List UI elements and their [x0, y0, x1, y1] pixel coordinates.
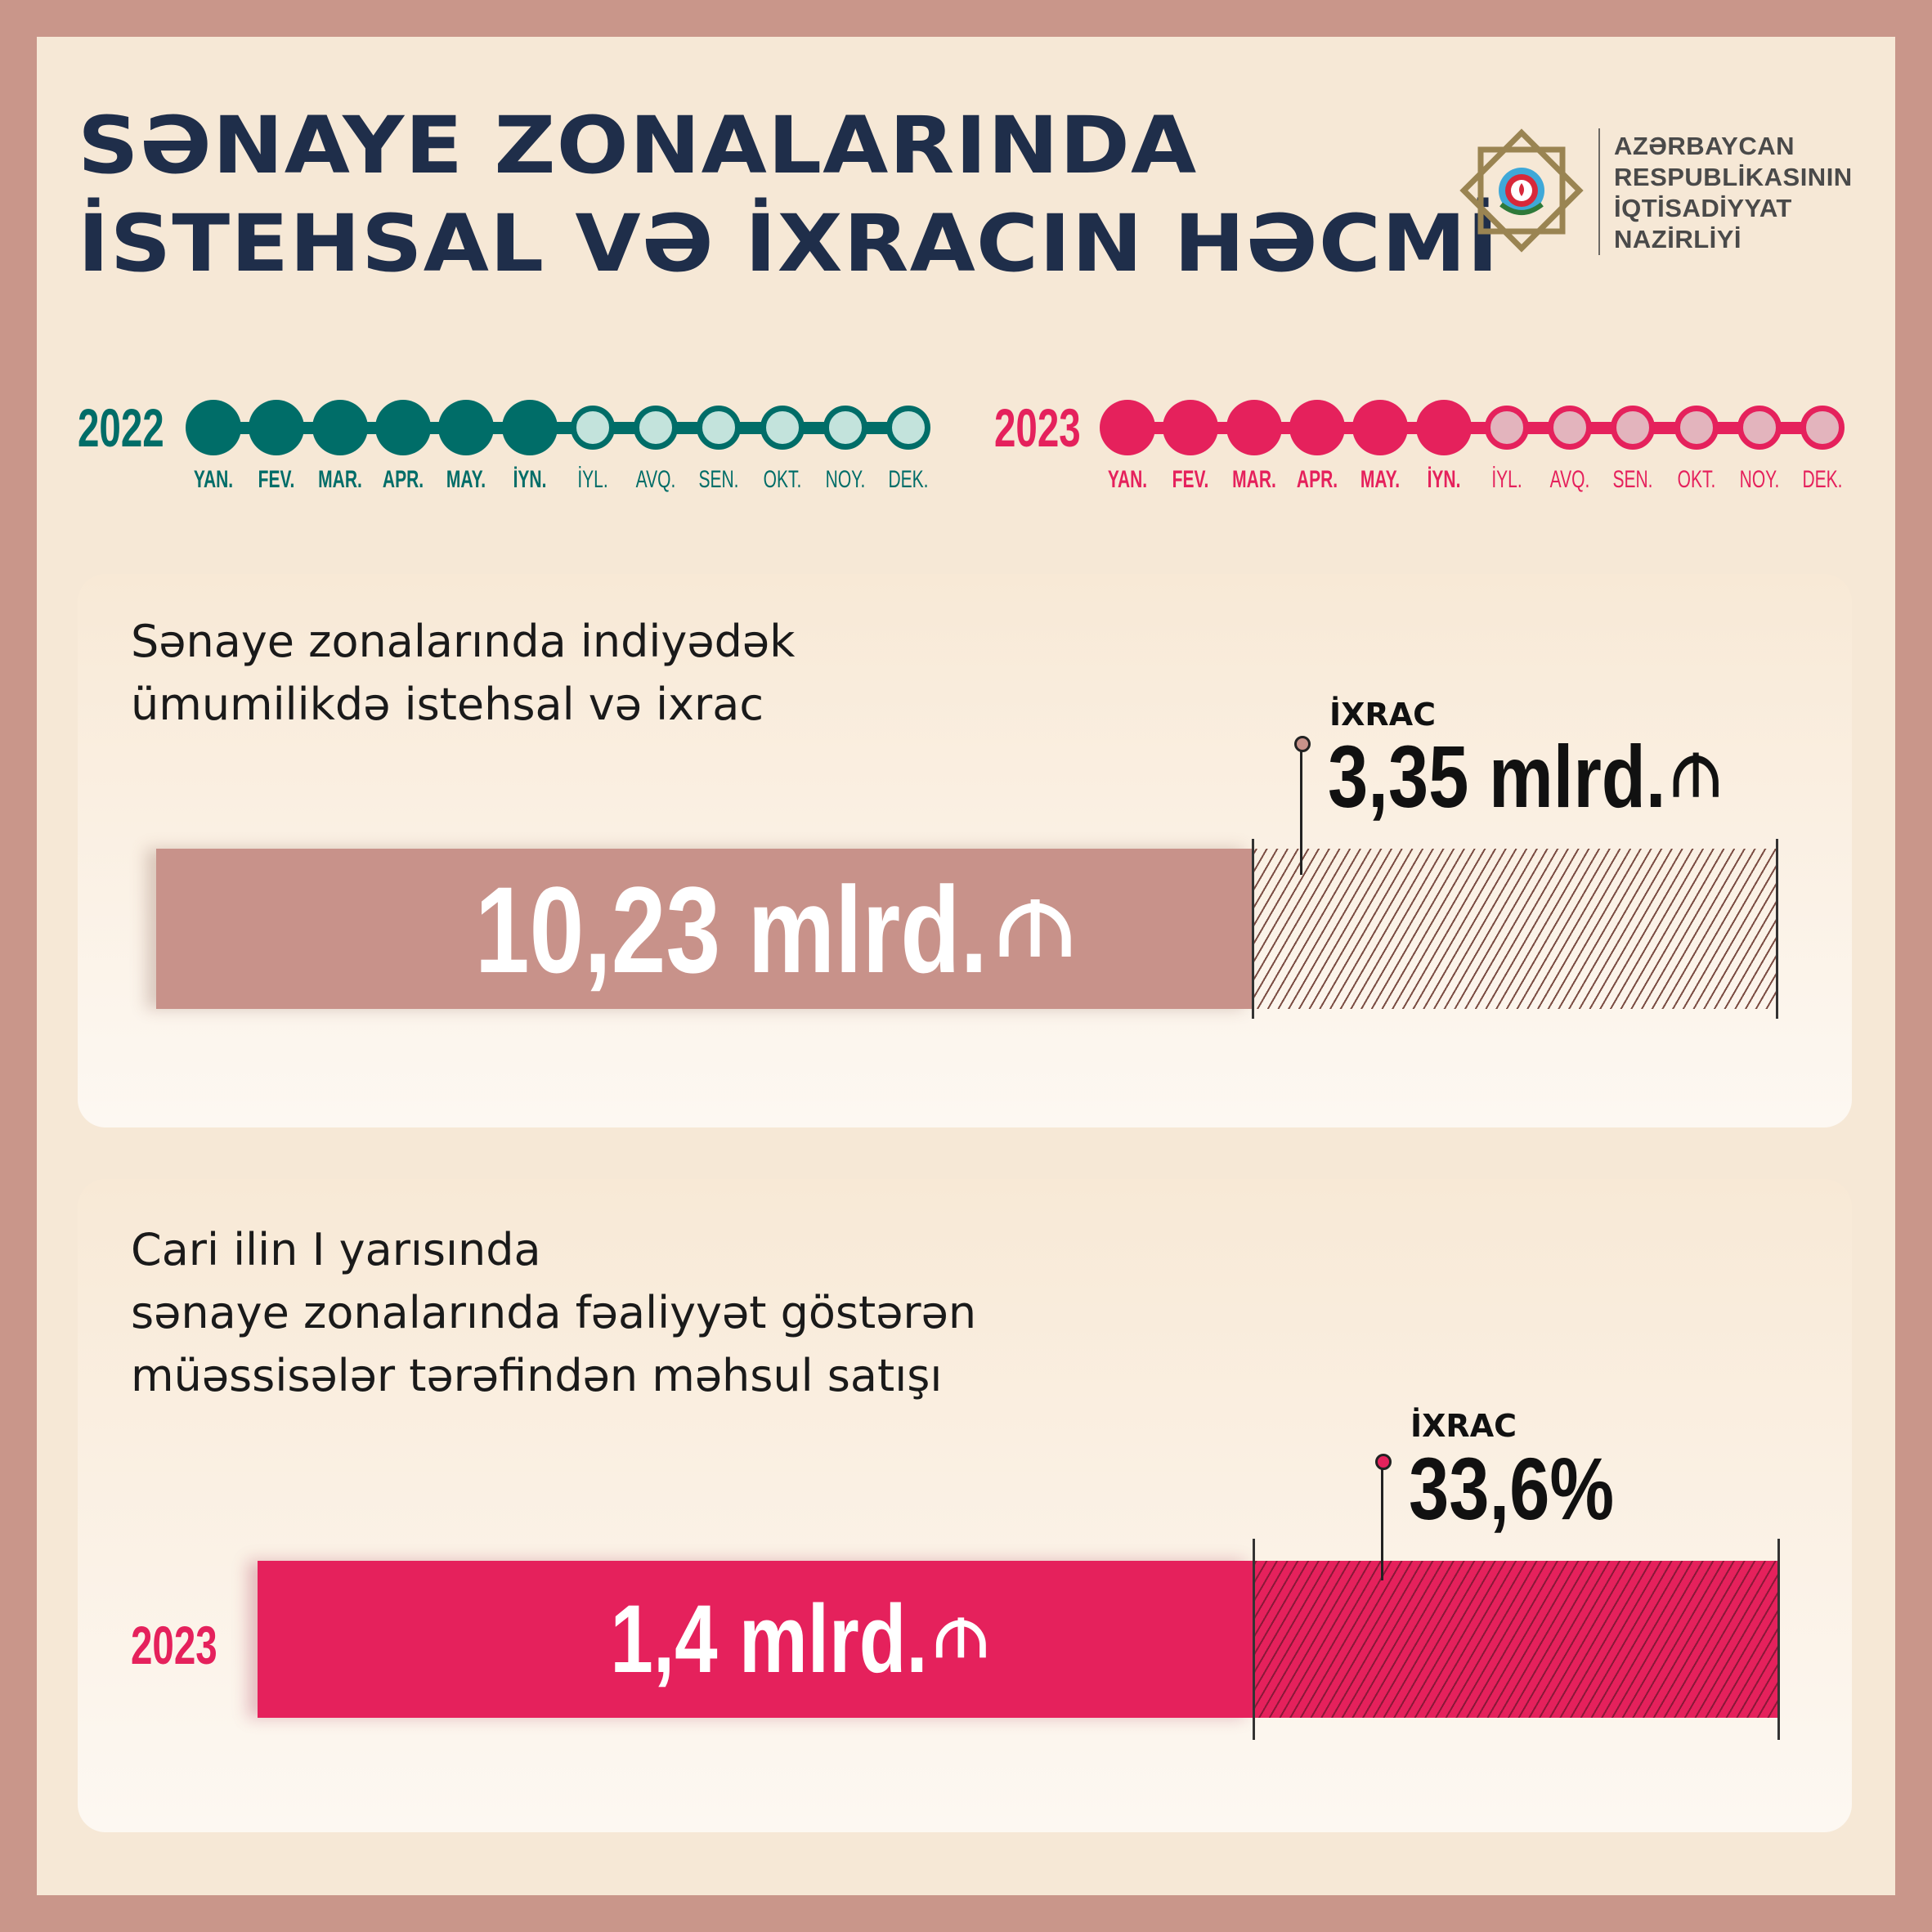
sales-export-label: İXRAC: [1410, 1408, 1517, 1444]
logo-divider: [1598, 128, 1600, 255]
month-label: OKT.: [763, 466, 802, 493]
month-label: İYL.: [1491, 466, 1522, 493]
month-dot-empty: [1484, 406, 1529, 450]
month-label: DEK.: [888, 466, 929, 493]
page-title: SƏNAYE ZONALARINDA İSTEHSAL VƏ İXRACIN H…: [78, 96, 1499, 293]
month-label: MAY.: [1360, 466, 1401, 493]
total-production-label: 10,23 mlrd.: [347, 861, 1076, 998]
month-label: FEV.: [1172, 466, 1209, 493]
manat-icon: [999, 899, 1071, 957]
export-value: 3,35 mlrd.: [1328, 727, 1666, 826]
ministry-name: AZƏRBAYCAN RESPUBLİKASININ İQTİSADİYYAT …: [1614, 131, 1853, 255]
ministry-name-line-1: AZƏRBAYCAN: [1614, 132, 1795, 160]
title-line-2: İSTEHSAL VƏ İXRACIN HƏCMİ: [78, 198, 1499, 289]
month-dot-empty: [760, 406, 805, 450]
total-production-bar: [156, 849, 1253, 1009]
month-label: NOY.: [825, 466, 866, 493]
month-label: NOY.: [1739, 466, 1780, 493]
card2-heading-line-1: Cari ilin I yarısında: [131, 1224, 541, 1275]
sales-export-value: 33,6%: [1409, 1439, 1615, 1538]
month-label: AVQ.: [1549, 466, 1590, 493]
month-label: AVQ.: [635, 466, 676, 493]
sales-value: 1,4 mlrd.: [610, 1585, 928, 1693]
month-label: YAN.: [193, 466, 234, 493]
month-dot-filled: [186, 400, 241, 455]
month-dot-empty: [570, 406, 615, 450]
month-label: İYN.: [513, 466, 546, 493]
month-dot-empty: [886, 406, 931, 450]
title-line-1: SƏNAYE ZONALARINDA: [78, 100, 1198, 191]
sales-year-label: 2023: [131, 1615, 217, 1675]
month-dot-empty: [1548, 406, 1593, 450]
export-hatched-segment: [1252, 839, 1778, 1019]
month-label: MAR.: [1231, 466, 1276, 493]
month-dot-filled: [1415, 400, 1472, 455]
sales-export-pin-head: [1375, 1454, 1392, 1470]
month-dot-empty: [823, 406, 867, 450]
month-dot-filled: [438, 400, 495, 455]
month-label: DEK.: [1802, 466, 1843, 493]
card1-heading-line-2: ümumilikdə istehsal və ixrac: [131, 679, 764, 730]
month-dot-filled: [1163, 400, 1219, 455]
month-dot-empty: [634, 406, 679, 450]
card2-heading: Cari ilin I yarısında sənaye zonalarında…: [131, 1218, 976, 1407]
month-dot-empty: [1674, 406, 1719, 450]
month-dot-filled: [501, 400, 558, 455]
month-dot-empty: [1800, 406, 1845, 450]
month-label: OKT.: [1677, 466, 1716, 493]
sales-export-value-row: 33,6%: [1409, 1444, 1614, 1534]
month-label: SEN.: [1612, 466, 1653, 493]
month-label: YAN.: [1107, 466, 1148, 493]
month-label: FEV.: [258, 466, 295, 493]
month-dot-empty: [1737, 406, 1782, 450]
timeline-year-2023: 2023: [994, 397, 1081, 458]
month-label: APR.: [1296, 466, 1338, 493]
sales-bar: [258, 1561, 1254, 1718]
month-dot-filled: [1100, 400, 1155, 455]
timeline-year-2022: 2022: [78, 397, 164, 458]
total-production-value: 10,23 mlrd.: [474, 861, 988, 998]
month-dot-filled: [374, 400, 431, 455]
month-label: SEN.: [698, 466, 739, 493]
export-label: İXRAC: [1329, 697, 1436, 733]
manat-icon: [1673, 752, 1719, 797]
month-label: İYL.: [577, 466, 608, 493]
ministry-name-line-2: RESPUBLİKASININ: [1614, 163, 1853, 191]
month-label: İYN.: [1427, 466, 1460, 493]
ministry-name-line-3: İQTİSADİYYAT: [1614, 194, 1792, 222]
card2-heading-line-3: müəssisələr tərəfindən məhsul satışı: [131, 1350, 943, 1401]
sales-export-hatched-segment: [1253, 1539, 1780, 1740]
month-dot-empty: [1611, 406, 1656, 450]
card1-heading: Sənaye zonalarında indiyədək ümumilikdə …: [131, 610, 795, 736]
card2-heading-line-2: sənaye zonalarında fəaliyyət göstərən: [131, 1287, 977, 1338]
sales-label: 1,4 mlrd.: [531, 1585, 989, 1693]
export-value-row: 3,35 mlrd.: [1328, 732, 1722, 822]
month-dot-empty: [697, 406, 742, 450]
ministry-emblem-logo: [1459, 128, 1584, 253]
export-pin-line: [1300, 746, 1302, 875]
export-pin-head: [1294, 736, 1311, 752]
month-label: APR.: [382, 466, 424, 493]
month-dot-filled: [1226, 400, 1282, 455]
month-dot-filled: [249, 400, 305, 455]
sales-export-pin-line: [1381, 1464, 1383, 1580]
manat-icon: [936, 1617, 987, 1658]
month-dot-filled: [312, 400, 368, 455]
month-dot-filled: [1352, 400, 1409, 455]
month-label: MAR.: [317, 466, 362, 493]
month-dot-filled: [1289, 400, 1345, 455]
card-half-year-sales: [78, 1179, 1852, 1832]
card1-heading-line-1: Sənaye zonalarında indiyədək: [131, 616, 796, 667]
ministry-name-line-4: NAZİRLİYİ: [1614, 225, 1742, 253]
month-label: MAY.: [446, 466, 486, 493]
